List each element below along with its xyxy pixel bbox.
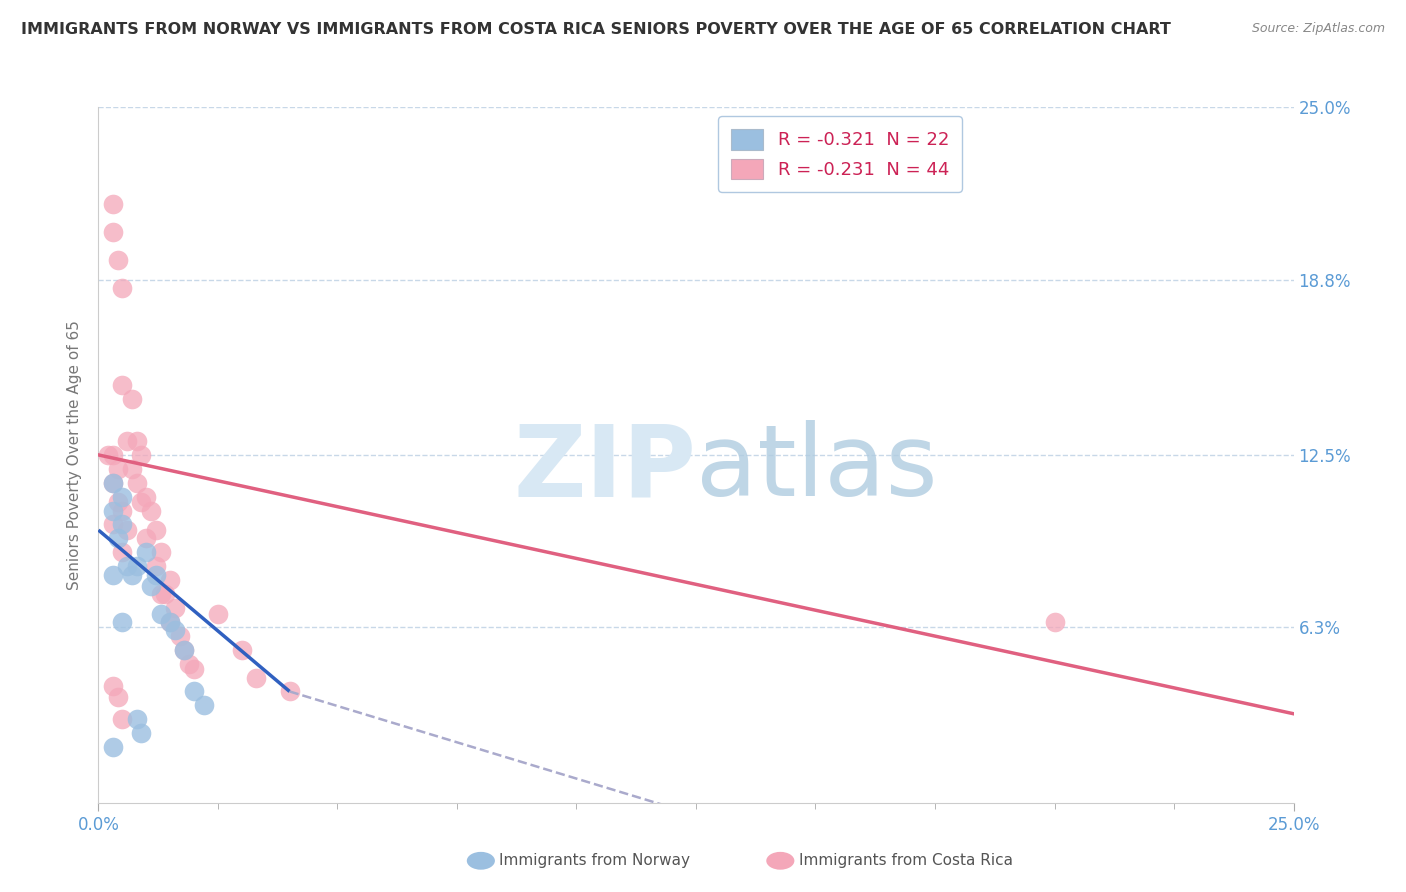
Point [145, 523, 167, 537]
Point [111, 490, 134, 504]
Point [149, 587, 172, 601]
Text: ZIP: ZIP [513, 420, 696, 517]
Point [159, 573, 181, 587]
Text: Immigrants from Costa Rica: Immigrants from Costa Rica [799, 854, 1012, 868]
Point [1043, 615, 1066, 629]
Point [135, 490, 157, 504]
Point [131, 448, 153, 462]
Point [111, 712, 134, 726]
Point [107, 532, 129, 546]
Point [125, 712, 148, 726]
Point [207, 607, 229, 621]
Point [135, 545, 157, 559]
Point [101, 197, 124, 211]
Text: Source: ZipAtlas.com: Source: ZipAtlas.com [1251, 22, 1385, 36]
Point [193, 698, 215, 713]
Y-axis label: Seniors Poverty Over the Age of 65: Seniors Poverty Over the Age of 65 [67, 320, 83, 590]
Point [139, 579, 162, 593]
Point [145, 567, 167, 582]
Point [97, 448, 120, 462]
Point [101, 475, 124, 490]
Point [111, 615, 134, 629]
Point [121, 392, 143, 407]
Point [145, 559, 167, 574]
Point [101, 475, 124, 490]
Point [183, 684, 205, 698]
Point [155, 587, 177, 601]
Point [115, 523, 138, 537]
Point [278, 684, 301, 698]
Point [107, 462, 129, 476]
Point [111, 378, 134, 392]
Point [125, 559, 148, 574]
Point [173, 642, 195, 657]
Point [131, 495, 153, 509]
Point [163, 601, 186, 615]
Point [183, 662, 205, 676]
Text: Immigrants from Norway: Immigrants from Norway [499, 854, 690, 868]
Point [169, 629, 191, 643]
Point [163, 624, 186, 638]
Point [159, 615, 181, 629]
Point [101, 503, 124, 517]
Point [125, 475, 148, 490]
Point [101, 517, 124, 532]
Point [121, 462, 143, 476]
Point [101, 567, 124, 582]
Point [107, 495, 129, 509]
Point [231, 642, 253, 657]
Point [101, 225, 124, 239]
Point [135, 532, 157, 546]
Point [149, 607, 172, 621]
Point [101, 740, 124, 755]
Point [111, 503, 134, 517]
Point [179, 657, 201, 671]
Text: atlas: atlas [696, 420, 938, 517]
Point [111, 517, 134, 532]
Point [115, 434, 138, 448]
Legend: R = -0.321  N = 22, R = -0.231  N = 44: R = -0.321 N = 22, R = -0.231 N = 44 [718, 116, 962, 192]
Point [101, 448, 124, 462]
Point [245, 671, 267, 685]
Point [111, 545, 134, 559]
Point [125, 434, 148, 448]
Point [121, 567, 143, 582]
Point [149, 545, 172, 559]
Point [107, 253, 129, 268]
Point [111, 281, 134, 295]
Point [159, 615, 181, 629]
Point [173, 642, 195, 657]
Point [131, 726, 153, 740]
Text: IMMIGRANTS FROM NORWAY VS IMMIGRANTS FROM COSTA RICA SENIORS POVERTY OVER THE AG: IMMIGRANTS FROM NORWAY VS IMMIGRANTS FRO… [21, 22, 1171, 37]
Point [101, 679, 124, 693]
Point [139, 503, 162, 517]
Point [107, 690, 129, 704]
Point [115, 559, 138, 574]
